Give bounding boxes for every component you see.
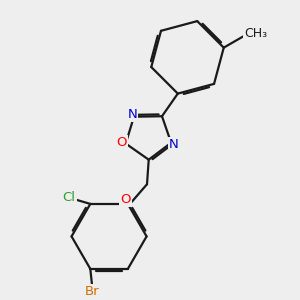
Text: Cl: Cl — [63, 191, 76, 204]
Text: CH₃: CH₃ — [244, 28, 267, 40]
Text: O: O — [116, 136, 127, 149]
Text: O: O — [120, 193, 131, 206]
Text: N: N — [169, 138, 178, 151]
Text: Br: Br — [85, 285, 99, 298]
Text: N: N — [127, 108, 137, 121]
